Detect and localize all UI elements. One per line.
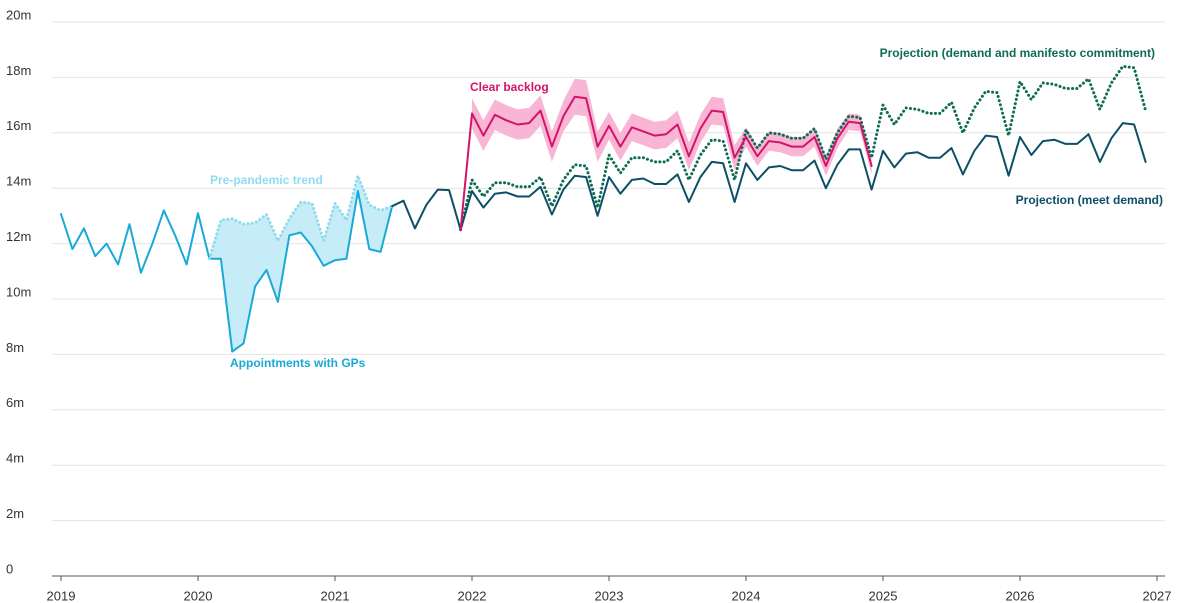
series-label: Appointments with GPs (230, 356, 366, 370)
x-tick-label: 2026 (1006, 588, 1035, 603)
x-tick-label: 2027 (1143, 588, 1172, 603)
y-tick-label: 4m (6, 451, 24, 466)
x-tick-label: 2022 (458, 588, 487, 603)
series-label: Projection (demand and manifesto commitm… (880, 46, 1155, 60)
series-label: Pre-pandemic trend (210, 173, 323, 187)
y-tick-label: 2m (6, 506, 24, 521)
x-tick-label: 2020 (184, 588, 213, 603)
line-series (207, 174, 394, 261)
y-tick-label: 20m (6, 7, 31, 22)
line-series (60, 190, 394, 353)
gap-area (209, 175, 393, 352)
y-tick-label: 10m (6, 284, 31, 299)
x-tick-label: 2024 (732, 588, 761, 603)
line-series (459, 95, 873, 231)
line-series (391, 122, 1147, 231)
y-tick-label: 6m (6, 395, 24, 410)
series-label: Projection (meet demand) (1016, 193, 1163, 207)
y-tick-label: 8m (6, 340, 24, 355)
x-tick-label: 2025 (869, 588, 898, 603)
y-tick-label: 14m (6, 174, 31, 189)
x-tick-label: 2023 (595, 588, 624, 603)
y-tick-label: 12m (6, 229, 31, 244)
y-tick-label: 18m (6, 63, 31, 78)
x-tick-label: 2021 (321, 588, 350, 603)
y-tick-label: 0 (6, 561, 13, 576)
x-tick-label: 2019 (47, 588, 76, 603)
y-tick-label: 16m (6, 118, 31, 133)
series-label: Clear backlog (470, 80, 549, 94)
line-series (459, 64, 1148, 232)
